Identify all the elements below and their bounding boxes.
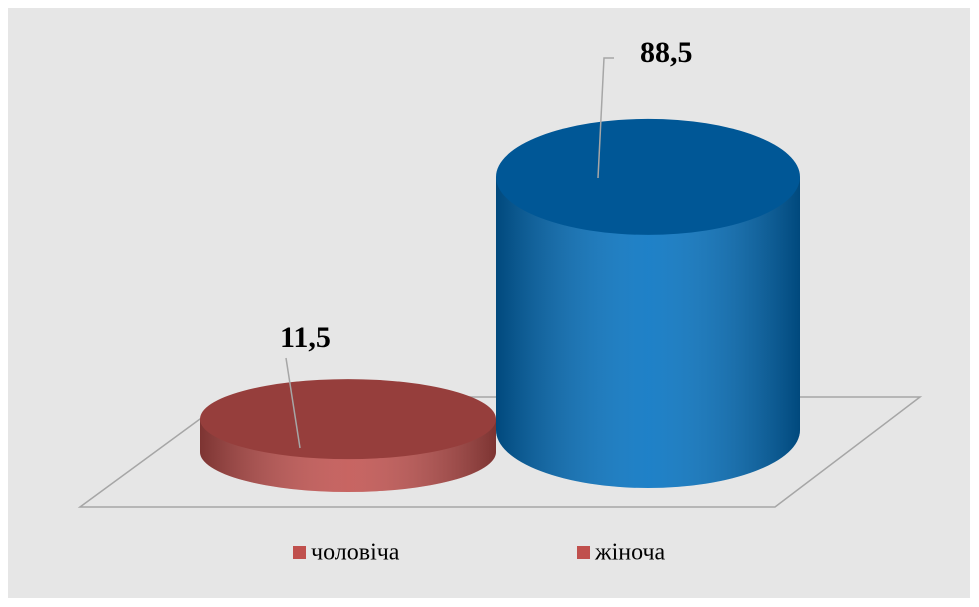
legend-marker	[577, 546, 590, 559]
data-label: 11,5	[280, 321, 331, 354]
data-label: 88,5	[640, 36, 693, 69]
cylinder-top	[200, 379, 496, 460]
cylinder-shade	[496, 176, 800, 488]
plot-background	[8, 8, 970, 598]
legend-label: чоловіча	[311, 540, 400, 566]
leader-line	[285, 357, 301, 449]
legend-marker	[293, 546, 306, 559]
cylinder-top	[496, 118, 800, 235]
leader-line	[597, 57, 614, 179]
legend-label: жіноча	[594, 540, 666, 566]
floor	[77, 396, 923, 508]
